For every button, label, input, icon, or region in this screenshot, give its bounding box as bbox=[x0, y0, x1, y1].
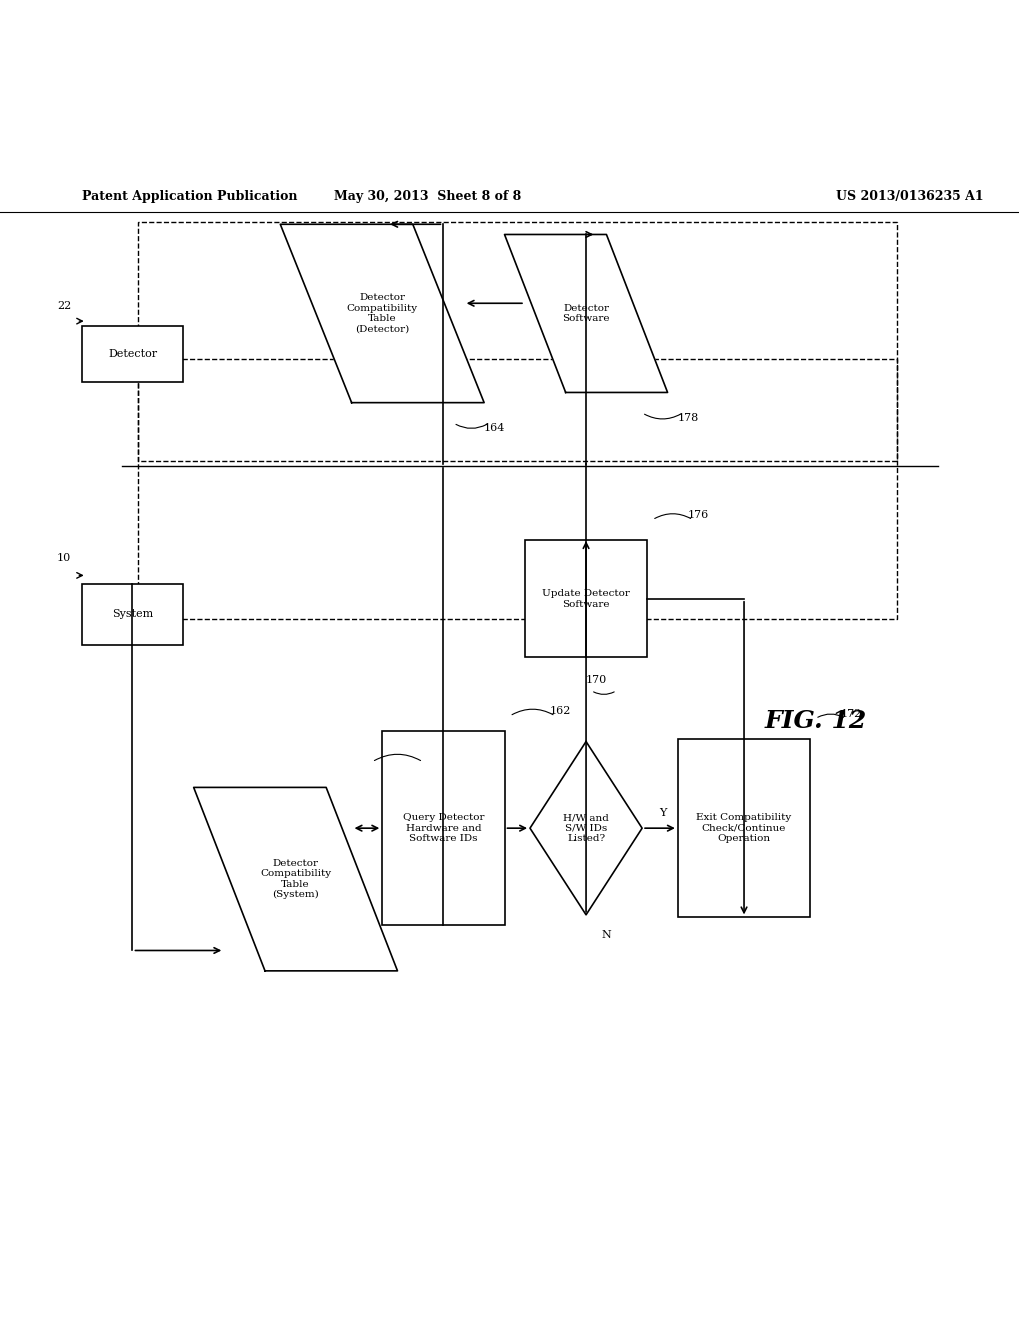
Polygon shape bbox=[281, 224, 484, 403]
FancyBboxPatch shape bbox=[678, 739, 810, 917]
FancyBboxPatch shape bbox=[382, 731, 505, 925]
Text: Query Detector
Hardware and
Software IDs: Query Detector Hardware and Software IDs bbox=[402, 813, 484, 843]
Text: FIG. 12: FIG. 12 bbox=[764, 709, 866, 733]
Polygon shape bbox=[530, 742, 642, 915]
Text: Detector: Detector bbox=[108, 350, 157, 359]
Text: 166: 166 bbox=[418, 752, 438, 762]
Polygon shape bbox=[505, 235, 668, 392]
Text: 164: 164 bbox=[483, 424, 505, 433]
Text: Exit Compatibility
Check/Continue
Operation: Exit Compatibility Check/Continue Operat… bbox=[696, 813, 792, 843]
Text: Detector
Compatibility
Table
(System): Detector Compatibility Table (System) bbox=[260, 859, 331, 899]
Text: 162: 162 bbox=[550, 706, 571, 715]
Text: H/W and
S/W IDs
Listed?: H/W and S/W IDs Listed? bbox=[563, 813, 609, 843]
Text: 22: 22 bbox=[57, 301, 72, 310]
Text: Update Detector
Software: Update Detector Software bbox=[542, 589, 630, 609]
Text: System: System bbox=[112, 609, 154, 619]
Text: Patent Application Publication: Patent Application Publication bbox=[82, 190, 297, 203]
Text: Detector
Compatibility
Table
(Detector): Detector Compatibility Table (Detector) bbox=[347, 293, 418, 334]
Text: 176: 176 bbox=[687, 510, 709, 520]
Text: 172: 172 bbox=[841, 709, 861, 718]
Bar bbox=[137, 222, 897, 619]
Polygon shape bbox=[194, 788, 397, 972]
Text: 178: 178 bbox=[677, 413, 698, 422]
Bar bbox=[137, 359, 897, 461]
Text: May 30, 2013  Sheet 8 of 8: May 30, 2013 Sheet 8 of 8 bbox=[335, 190, 521, 203]
Text: US 2013/0136235 A1: US 2013/0136235 A1 bbox=[836, 190, 983, 203]
Text: 10: 10 bbox=[57, 553, 72, 564]
Text: N: N bbox=[601, 931, 611, 940]
Text: 170: 170 bbox=[586, 676, 607, 685]
FancyBboxPatch shape bbox=[82, 583, 183, 644]
Text: Detector
Software: Detector Software bbox=[562, 304, 610, 323]
FancyBboxPatch shape bbox=[525, 540, 647, 657]
Text: Y: Y bbox=[658, 808, 667, 818]
FancyBboxPatch shape bbox=[82, 326, 183, 383]
